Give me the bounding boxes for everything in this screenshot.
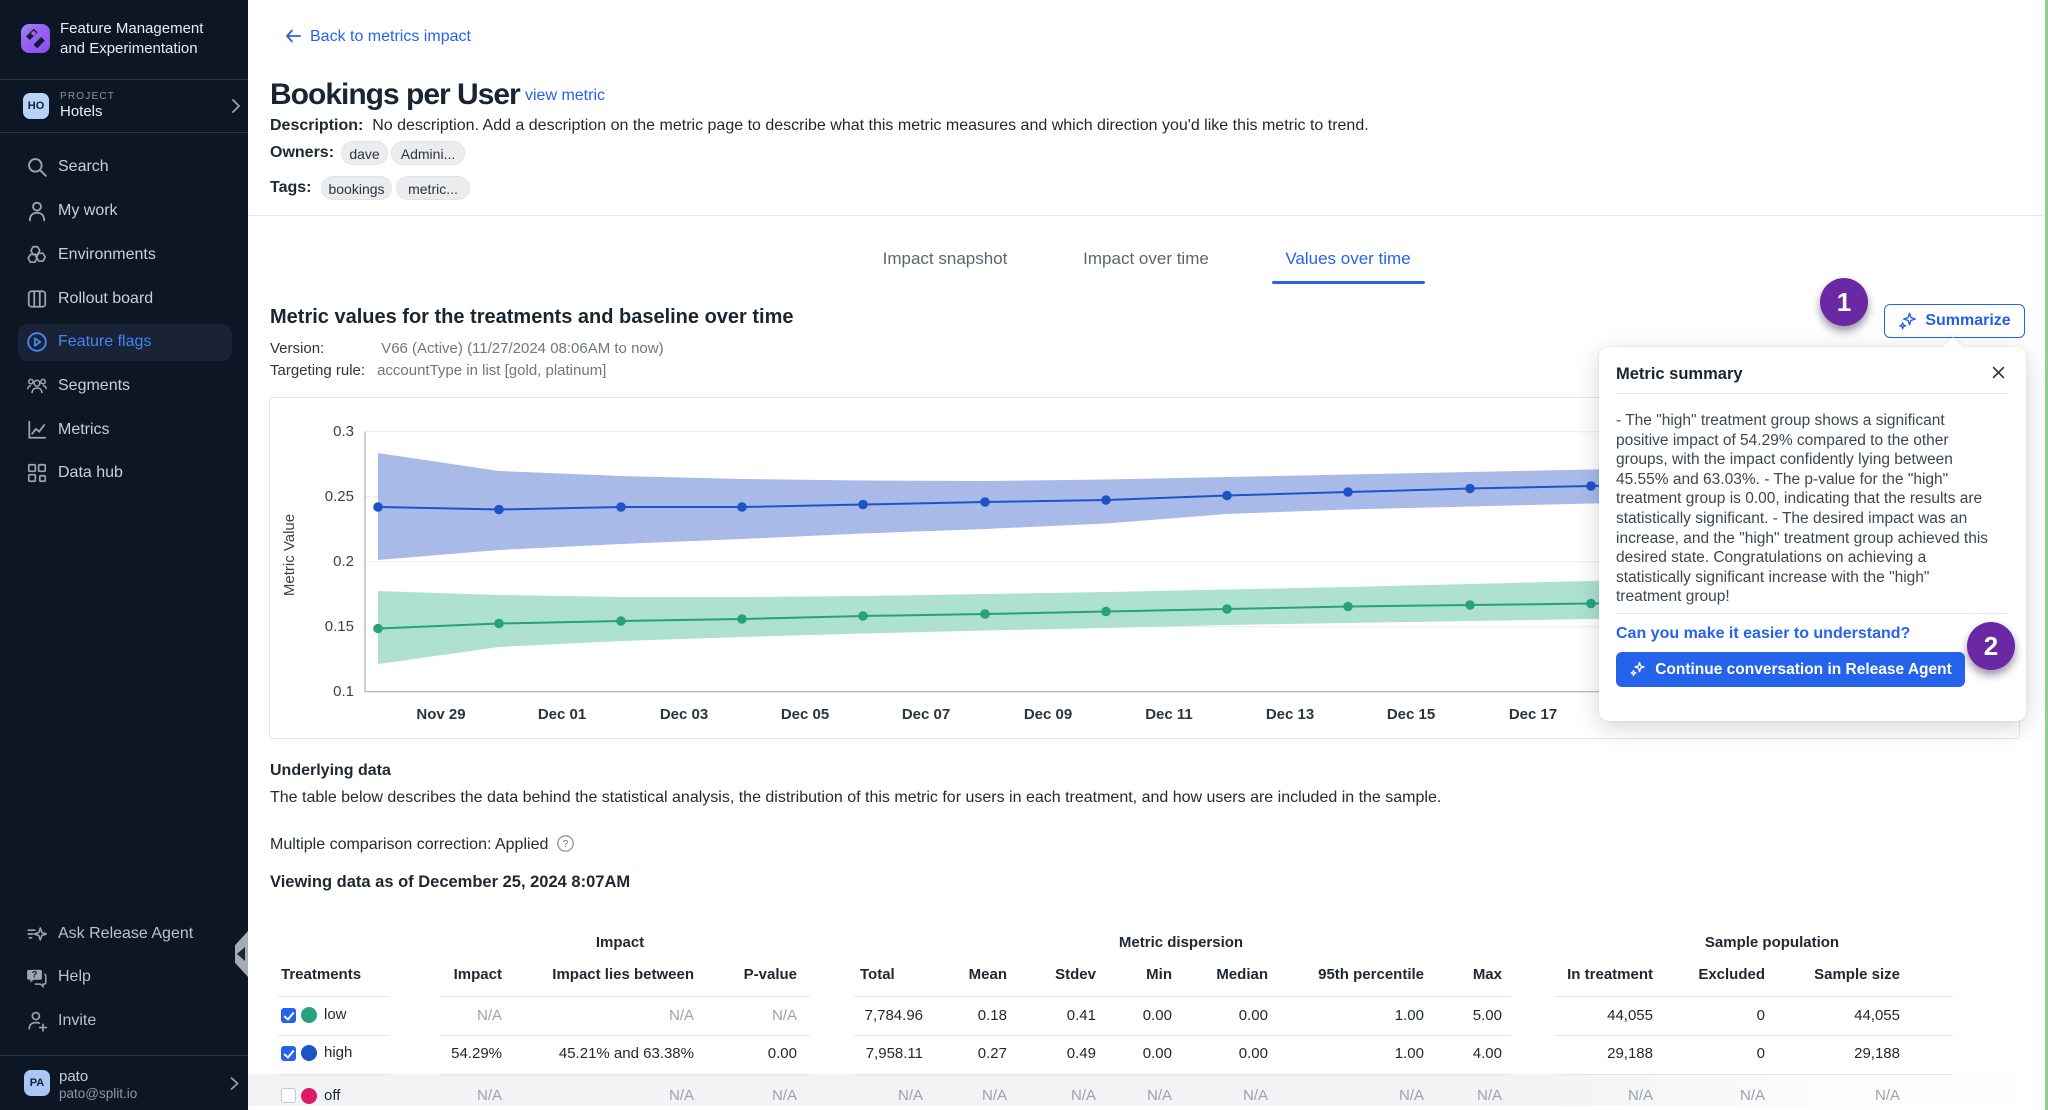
svg-text:?: ?	[32, 970, 38, 980]
svg-text:?: ?	[563, 839, 569, 850]
